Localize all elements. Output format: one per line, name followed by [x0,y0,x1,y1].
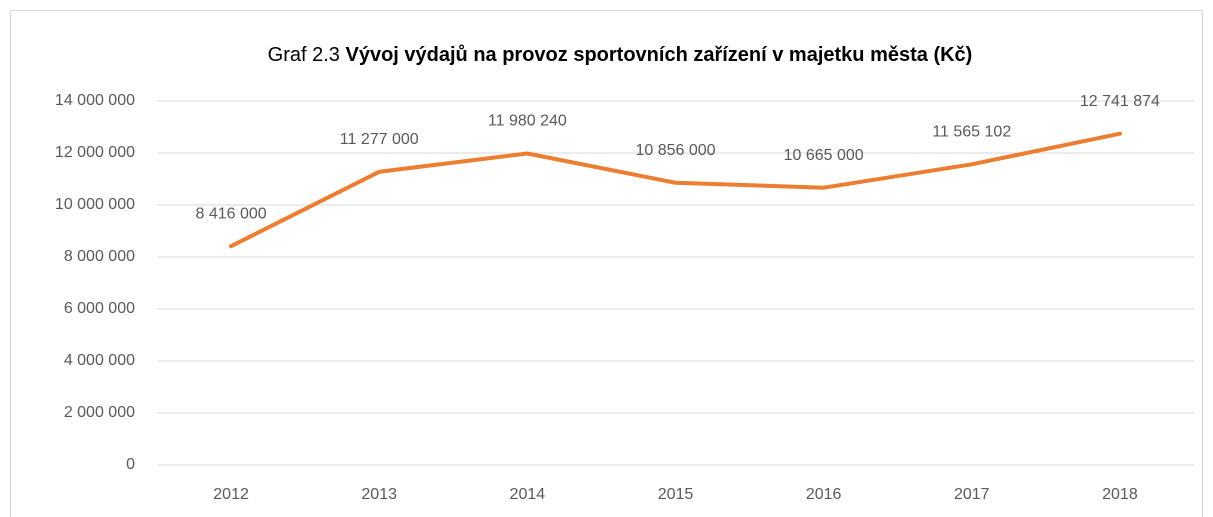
data-label: 10 856 000 [635,142,715,159]
x-tick-label: 2016 [806,486,842,503]
x-tick-label: 2015 [658,486,694,503]
title-main: Vývoj výdajů na provoz sportovních zaříz… [345,44,972,66]
y-tick-label: 12 000 000 [55,144,135,161]
y-tick-label: 4 000 000 [64,352,135,369]
y-tick-label: 2 000 000 [64,404,135,421]
y-tick-label: 6 000 000 [64,300,135,317]
chart-title: Graf 2.3 Vývoj výdajů na provoz sportovn… [268,44,973,66]
x-tick-label: 2017 [954,486,990,503]
x-tick-label: 2018 [1102,486,1138,503]
data-label: 11 277 000 [340,131,419,148]
data-label: 12 741 874 [1080,93,1160,110]
x-tick-label: 2013 [361,486,397,503]
chart-frame [10,10,1203,517]
line-series [229,131,1122,249]
x-tick-label: 2014 [510,486,546,503]
y-tick-label: 14 000 000 [55,92,135,109]
data-label: 8 416 000 [195,205,266,222]
data-label: 10 665 000 [784,147,864,164]
y-tick-label: 0 [126,456,135,473]
title-prefix: Graf 2.3 [268,44,340,66]
x-tick-label: 2012 [213,486,249,503]
data-label: 11 980 240 [488,113,567,130]
y-tick-label: 8 000 000 [64,248,135,265]
y-tick-label: 10 000 000 [55,196,135,213]
data-label: 11 565 102 [932,124,1011,141]
